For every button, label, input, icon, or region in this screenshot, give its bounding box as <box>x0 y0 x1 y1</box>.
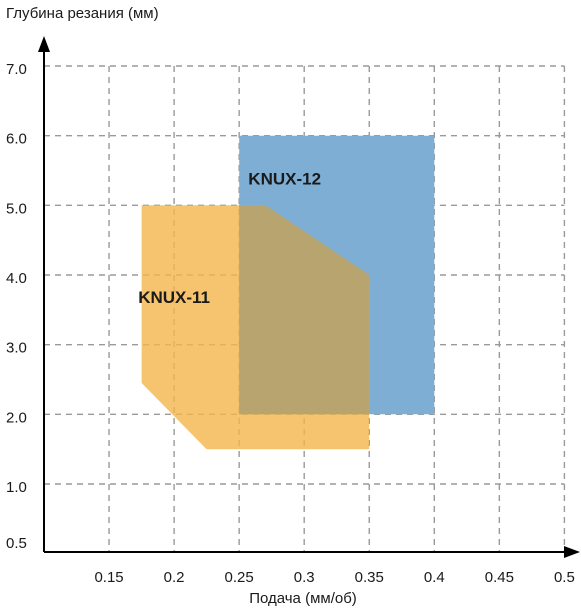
y-tick-label: 0.5 <box>6 535 27 552</box>
tick-labels: 0.15 0.2 0.25 0.3 0.35 0.4 0.45 0.5 0.5 1.0 2.0 3.0… <box>6 61 575 586</box>
x-tick-label: 0.15 <box>94 569 123 586</box>
y-tick-label: 2.0 <box>6 409 27 426</box>
x-tick-label: 0.25 <box>225 569 254 586</box>
y-axis-arrow <box>38 36 50 52</box>
x-tick-label: 0.4 <box>424 569 445 586</box>
axes <box>38 36 580 558</box>
x-tick-label: 0.45 <box>485 569 514 586</box>
y-tick-label: 6.0 <box>6 131 27 148</box>
region-label: KNUX-11 <box>138 288 210 307</box>
x-tick-label: 0.2 <box>164 569 185 586</box>
y-tick-label: 5.0 <box>6 200 27 217</box>
y-tick-label: 4.0 <box>6 270 27 287</box>
regions <box>141 135 435 450</box>
region-labels: KNUX-12 KNUX-11 <box>138 169 321 306</box>
y-tick-label: 1.0 <box>6 479 27 496</box>
y-axis-title: Глубина резания (мм) <box>6 5 159 22</box>
x-tick-label: 0.35 <box>355 569 384 586</box>
y-tick-label: 7.0 <box>6 61 27 78</box>
y-tick-label: 3.0 <box>6 340 27 357</box>
region-overlap <box>239 205 370 415</box>
x-tick-label: 0.3 <box>294 569 315 586</box>
x-axis-title: Подача (мм/об) <box>249 590 357 607</box>
region-label: KNUX-12 <box>248 169 321 188</box>
x-tick-label: 0.5 <box>554 569 575 586</box>
x-axis-arrow <box>564 546 580 558</box>
